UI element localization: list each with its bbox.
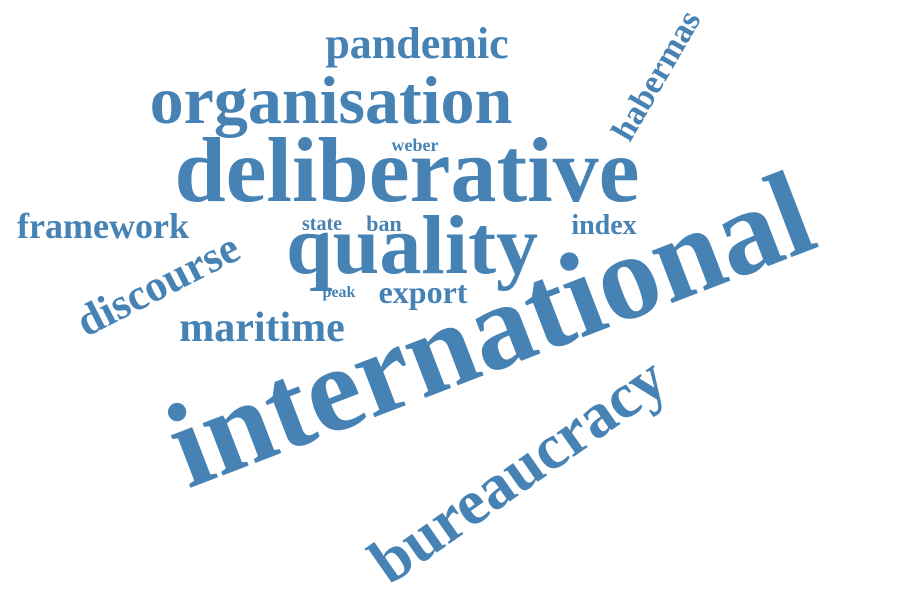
- word-framework: framework: [17, 206, 189, 246]
- word-weber: weber: [391, 135, 439, 155]
- word-deliberative: deliberative: [174, 119, 640, 221]
- word-quality: quality: [285, 199, 539, 292]
- word-ban: ban: [366, 211, 402, 236]
- word-index: index: [571, 210, 637, 241]
- word-organisation: organisation: [149, 62, 513, 138]
- word-state: state: [302, 213, 342, 235]
- word-export: export: [378, 274, 468, 310]
- word-maritime: maritime: [179, 305, 345, 351]
- word-pandemic: pandemic: [325, 19, 509, 68]
- word-habermas: habermas: [604, 4, 709, 148]
- word-peak: peak: [322, 284, 356, 301]
